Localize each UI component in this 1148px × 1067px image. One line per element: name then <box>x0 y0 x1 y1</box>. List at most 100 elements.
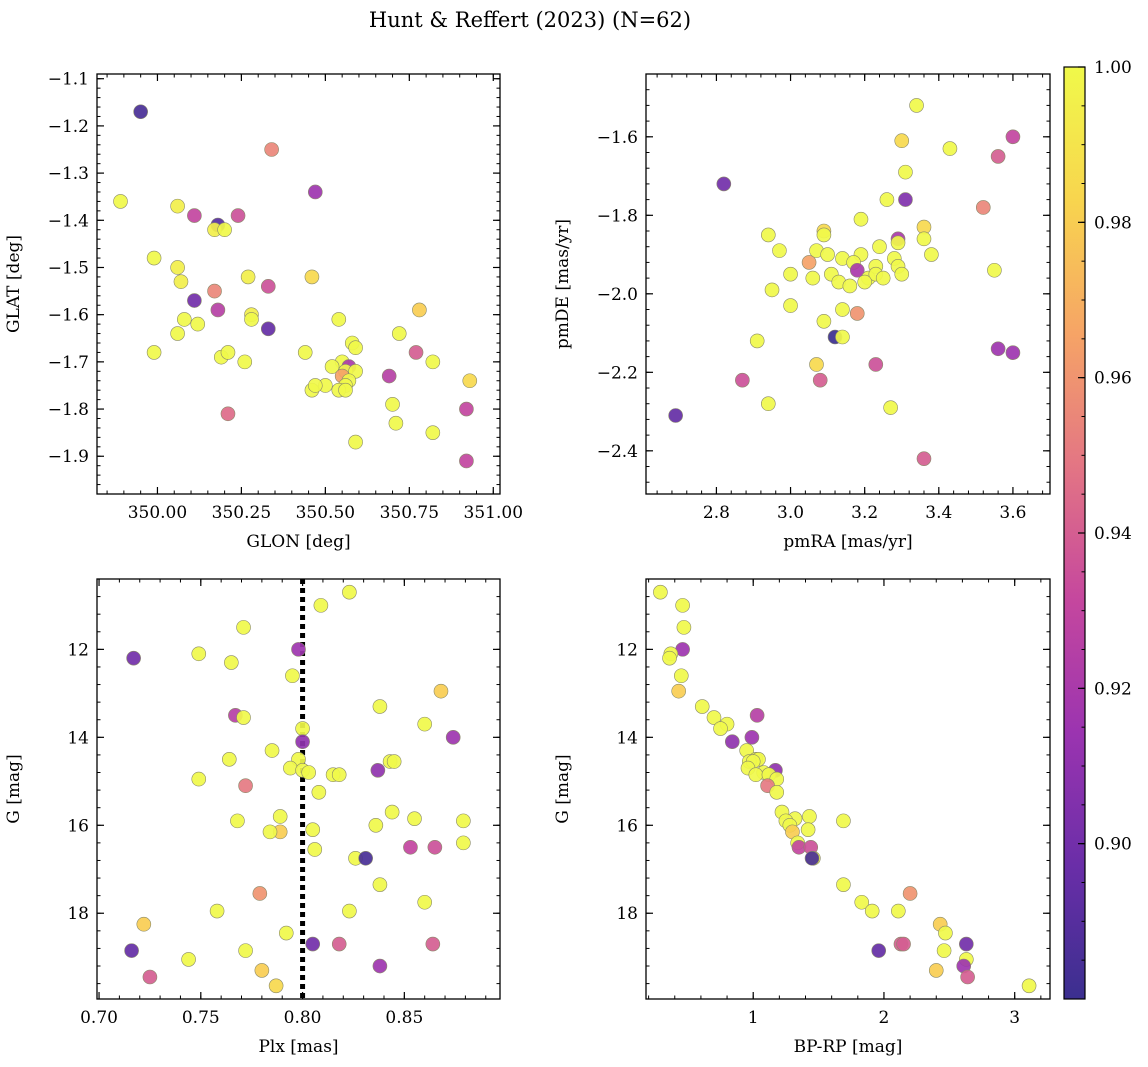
scatter-point <box>177 312 192 327</box>
scatter-point <box>425 354 441 370</box>
scatter-point <box>295 721 310 736</box>
scatter-point <box>224 655 239 670</box>
scatter-point <box>388 415 404 431</box>
scatter-point <box>849 306 865 321</box>
scatter-point <box>812 372 828 388</box>
y-tick-label: −1.4 <box>48 211 89 231</box>
scatter-point <box>311 784 327 800</box>
scatter-point <box>459 453 474 469</box>
scatter-point <box>724 734 740 750</box>
y-tick-label: 12 <box>67 640 89 660</box>
scatter-point <box>916 231 932 247</box>
x-tick-label: 351.00 <box>464 503 523 523</box>
scatter-point <box>668 408 683 423</box>
scatter-point <box>368 817 384 833</box>
minor-ticks <box>97 578 500 999</box>
scatter-point <box>816 313 832 329</box>
y-tick-label: −2.4 <box>597 442 638 462</box>
x-tick-label: 0.70 <box>80 1008 118 1028</box>
scatter-point <box>990 149 1006 164</box>
scatter-point <box>902 886 918 901</box>
scatter-point <box>674 668 689 684</box>
axes-frame <box>645 578 1051 1000</box>
scatter-point <box>959 936 974 952</box>
scatter-point <box>805 270 821 286</box>
scatter-point <box>170 326 185 341</box>
y-tick-label: −2.2 <box>597 363 638 383</box>
scatter-point <box>305 822 321 837</box>
scatter-point <box>236 620 251 635</box>
scatter-point <box>456 835 471 851</box>
scatter-point <box>662 650 677 666</box>
scatter-point <box>894 133 910 149</box>
scatter-point <box>381 368 397 384</box>
scatter-point <box>783 298 798 313</box>
scatter-point <box>291 642 306 657</box>
scatter-point <box>113 194 128 209</box>
scatter-point <box>181 952 196 967</box>
scatter-point <box>342 584 357 600</box>
y-tick-label: 18 <box>67 904 89 924</box>
scatter-point <box>207 283 222 299</box>
axes-frame <box>96 73 501 495</box>
scatter-point <box>809 357 824 372</box>
scatter-point <box>221 752 237 767</box>
colorbar: 0.90 0.92 0.94 0.96 0.98 1.00 <box>1063 58 1132 1000</box>
x-tick-label: 3.6 <box>999 503 1026 523</box>
scatter-point <box>835 329 850 345</box>
scatter-point <box>331 312 347 327</box>
y-axis-label: G [mag] <box>553 754 573 823</box>
scatter-point <box>264 743 280 758</box>
y-tick-label: −1.2 <box>48 117 89 137</box>
scatter-point <box>412 302 427 318</box>
y-tick-label: −1.6 <box>597 128 638 148</box>
scatter-point <box>960 969 975 985</box>
x-tick-label: 350.00 <box>128 503 187 523</box>
scatter-point <box>307 378 323 393</box>
scatter-point <box>254 963 270 978</box>
scatter-point <box>307 842 323 857</box>
scatter-point <box>816 227 832 243</box>
scatter-point <box>849 262 865 278</box>
scatter-point <box>403 839 418 855</box>
scatter-point <box>297 345 313 360</box>
scatter-point <box>1005 129 1021 145</box>
scatter-point <box>802 809 817 824</box>
scatter-point <box>142 969 158 985</box>
colorbar-tick-label: 0.90 <box>1094 835 1132 855</box>
x-tick-label: 350.50 <box>296 503 355 523</box>
scatter-point <box>190 316 206 332</box>
scatter-point <box>268 978 284 994</box>
scatter-point <box>800 822 816 837</box>
scatter-point <box>324 359 340 374</box>
scatter-point <box>836 877 851 892</box>
scatter-point <box>386 754 402 769</box>
scatter-point <box>425 936 441 952</box>
scatter-point <box>272 809 288 824</box>
scatter-point <box>671 683 686 699</box>
scatter-point <box>425 425 441 440</box>
scatter-point <box>209 903 225 919</box>
scatter-point <box>285 668 300 684</box>
scatter-point <box>372 699 388 714</box>
scatter-point <box>990 341 1006 357</box>
scatter-point <box>417 716 432 732</box>
scatter-point <box>278 925 294 941</box>
scatter-point <box>942 141 958 156</box>
scatter-point <box>938 925 953 941</box>
scatter-point <box>801 255 817 270</box>
scatter-point <box>313 598 329 613</box>
scatter-point <box>408 345 424 360</box>
scatter-point <box>236 710 251 725</box>
scatter-point <box>338 382 353 398</box>
y-tick-label: −1.5 <box>48 258 89 278</box>
scatter-point <box>304 269 320 285</box>
scatter-point <box>891 903 906 919</box>
scatter-point <box>126 650 141 666</box>
scatter-point <box>875 270 891 286</box>
scatter-point <box>146 345 162 360</box>
x-tick-label: 0.80 <box>284 1008 322 1028</box>
scatter-point <box>372 877 388 892</box>
